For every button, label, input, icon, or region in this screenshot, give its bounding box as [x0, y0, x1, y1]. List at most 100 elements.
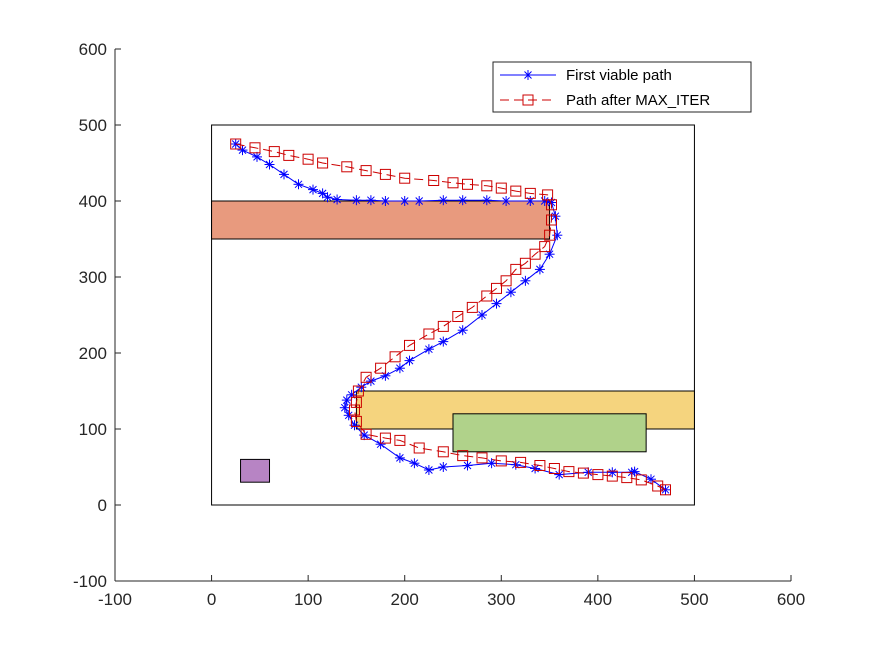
- data-point: [423, 344, 434, 355]
- legend-label-first-viable-path: First viable path: [566, 67, 672, 84]
- data-point: [423, 328, 435, 340]
- data-point: [546, 199, 557, 211]
- data-point: [515, 456, 527, 468]
- obstacle-layer: [211, 124, 695, 506]
- data-point: [332, 194, 343, 205]
- data-point: [462, 460, 473, 471]
- data-point: [264, 159, 275, 170]
- data-point: [379, 168, 391, 180]
- data-point: [230, 138, 242, 150]
- data-point: [349, 404, 360, 416]
- data-point: [500, 275, 512, 287]
- data-point: [577, 467, 589, 479]
- data-point: [563, 466, 575, 478]
- data-point: [375, 362, 387, 374]
- data-point: [621, 472, 633, 484]
- data-point: [437, 446, 449, 458]
- x-tick-label: 300: [487, 590, 515, 609]
- data-point: [399, 196, 410, 206]
- data-point: [302, 153, 314, 165]
- data-point: [477, 310, 487, 320]
- data-point: [279, 169, 289, 180]
- data-point: [428, 175, 440, 186]
- x-tick-label: 200: [391, 590, 419, 609]
- legend-box: [492, 61, 752, 113]
- data-point: [341, 161, 353, 173]
- data-point: [457, 450, 469, 462]
- data-point: [350, 415, 362, 427]
- legend-marker-first-viable-path: [523, 70, 533, 80]
- legend-label-path-after-max-iter: Path after MAX_ITER: [566, 92, 710, 109]
- data-point: [350, 396, 362, 408]
- boundary-rect: [211, 124, 695, 506]
- y-tick-label: 200: [79, 344, 107, 363]
- series-markers-1: [230, 138, 671, 496]
- y-tick-label: 600: [79, 40, 107, 59]
- data-point: [447, 177, 459, 189]
- series-layer: [230, 138, 671, 496]
- y-tick-label: 400: [79, 192, 107, 211]
- data-point: [249, 142, 261, 154]
- data-point: [491, 298, 502, 309]
- data-point: [404, 355, 415, 366]
- data-point: [652, 480, 664, 492]
- x-tick-label: 400: [584, 590, 612, 609]
- data-point: [351, 195, 362, 206]
- data-point: [607, 467, 618, 478]
- data-point: [352, 385, 364, 397]
- data-point: [505, 287, 516, 298]
- data-point: [380, 196, 391, 206]
- data-point: [356, 382, 367, 393]
- data-point: [495, 182, 507, 194]
- data-point: [466, 301, 478, 313]
- y-tick-label: 500: [79, 116, 107, 135]
- data-point: [438, 336, 449, 347]
- data-point: [481, 290, 493, 302]
- data-point: [539, 196, 550, 206]
- y-tick-label: 0: [98, 496, 107, 515]
- y-tick-label: -100: [73, 572, 107, 591]
- data-point: [457, 195, 468, 206]
- data-point: [409, 458, 420, 469]
- data-point: [339, 402, 350, 413]
- data-point: [510, 263, 522, 275]
- data-point: [510, 185, 522, 197]
- data-point: [629, 466, 640, 477]
- data-point: [546, 214, 557, 226]
- data-point: [438, 462, 449, 472]
- data-point: [399, 172, 411, 184]
- data-point: [495, 455, 507, 467]
- data-point: [452, 311, 464, 322]
- x-tick-label: 500: [680, 590, 708, 609]
- data-point: [457, 325, 468, 336]
- data-point: [544, 229, 556, 241]
- data-point: [486, 458, 497, 469]
- data-point: [550, 211, 561, 222]
- x-tick-label: 0: [207, 590, 216, 609]
- data-point: [360, 165, 372, 177]
- obstacle-green: [452, 413, 647, 453]
- obstacle-red: [211, 200, 551, 240]
- data-point: [481, 195, 492, 206]
- data-point: [476, 452, 488, 464]
- legend-marker-path-after-max-iter: [522, 94, 534, 106]
- data-point: [379, 432, 391, 444]
- data-point: [268, 146, 280, 158]
- data-point: [520, 275, 531, 286]
- y-tick-label: 300: [79, 268, 107, 287]
- data-point: [293, 179, 304, 190]
- data-point: [437, 320, 449, 332]
- data-point: [552, 230, 563, 241]
- data-point: [481, 180, 493, 192]
- data-point: [534, 264, 545, 275]
- data-point: [317, 157, 329, 169]
- data-point: [646, 474, 656, 485]
- axis-layer: -100 0 100 200 300 400 500 600 -100 0 100 200 300 400…: [73, 40, 805, 609]
- legend: First viable path Path after MAX_ITER: [492, 61, 752, 113]
- data-point: [438, 195, 449, 206]
- x-tick-label: 100: [294, 590, 322, 609]
- data-point: [529, 248, 541, 260]
- data-point: [404, 339, 415, 351]
- data-point: [423, 465, 434, 475]
- data-point: [635, 474, 647, 486]
